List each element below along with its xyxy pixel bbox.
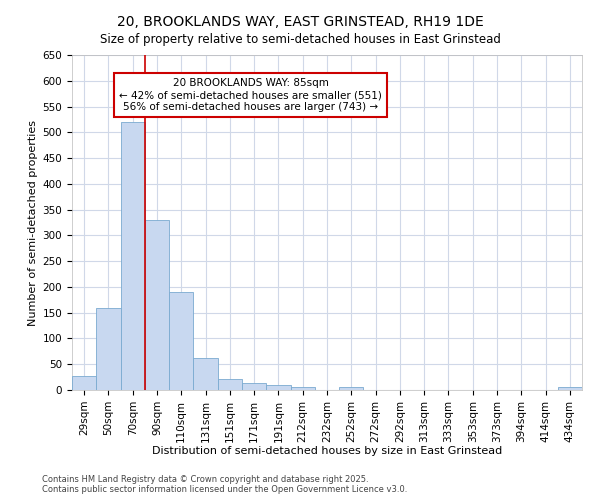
Bar [193, 358, 218, 390]
Bar [242, 384, 266, 390]
Bar [72, 376, 96, 390]
Text: Size of property relative to semi-detached houses in East Grinstead: Size of property relative to semi-detach… [100, 32, 500, 46]
X-axis label: Distribution of semi-detached houses by size in East Grinstead: Distribution of semi-detached houses by … [152, 446, 502, 456]
Bar [558, 388, 582, 390]
Bar [145, 220, 169, 390]
Bar [266, 385, 290, 390]
Text: 20, BROOKLANDS WAY, EAST GRINSTEAD, RH19 1DE: 20, BROOKLANDS WAY, EAST GRINSTEAD, RH19… [116, 15, 484, 29]
Bar [290, 388, 315, 390]
Bar [218, 378, 242, 390]
Bar [121, 122, 145, 390]
Bar [96, 308, 121, 390]
Text: 20 BROOKLANDS WAY: 85sqm
← 42% of semi-detached houses are smaller (551)
56% of : 20 BROOKLANDS WAY: 85sqm ← 42% of semi-d… [119, 78, 382, 112]
Text: Contains HM Land Registry data © Crown copyright and database right 2025.
Contai: Contains HM Land Registry data © Crown c… [42, 474, 407, 494]
Bar [169, 292, 193, 390]
Bar [339, 388, 364, 390]
Y-axis label: Number of semi-detached properties: Number of semi-detached properties [28, 120, 38, 326]
